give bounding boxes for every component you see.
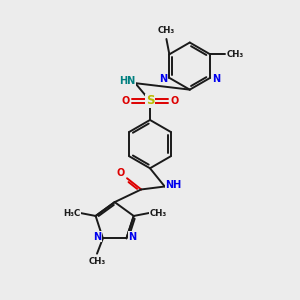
Text: S: S: [146, 94, 154, 107]
Text: O: O: [121, 96, 129, 106]
Text: CH₃: CH₃: [158, 26, 175, 35]
Text: CH₃: CH₃: [226, 50, 244, 59]
Text: CH₃: CH₃: [149, 208, 166, 217]
Text: NH: NH: [165, 180, 182, 190]
Text: N: N: [93, 232, 101, 242]
Text: N: N: [128, 232, 136, 242]
Text: N: N: [159, 74, 167, 84]
Text: O: O: [116, 168, 125, 178]
Text: HN: HN: [119, 76, 135, 86]
Text: N: N: [213, 74, 221, 84]
Text: O: O: [171, 96, 179, 106]
Text: H₃C: H₃C: [63, 208, 80, 217]
Text: CH₃: CH₃: [88, 257, 106, 266]
